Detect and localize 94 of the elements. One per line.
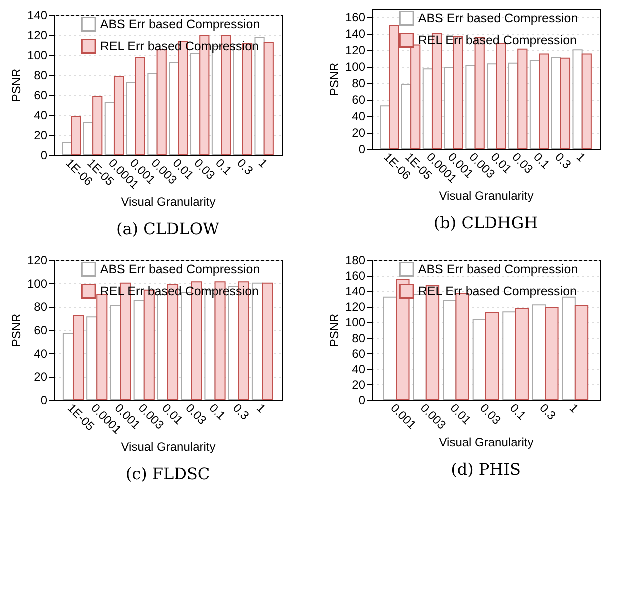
- x-axis-title: Visual Granularity: [121, 440, 216, 454]
- x-tick-label: 0.3: [537, 401, 560, 424]
- legend-label: REL Err based Compression: [418, 284, 578, 298]
- y-tick-label: 60: [352, 93, 366, 108]
- y-tick-label: 60: [34, 88, 48, 102]
- bar: [156, 50, 167, 156]
- y-tick-label: 0: [40, 148, 48, 162]
- y-tick-label: 140: [345, 27, 366, 42]
- bar: [562, 296, 576, 400]
- bar: [72, 316, 84, 400]
- bar: [502, 312, 516, 400]
- bar: [71, 116, 82, 156]
- y-tick-label: 20: [34, 128, 48, 142]
- y-tick-label: 20: [34, 370, 48, 384]
- bar: [380, 106, 390, 150]
- bar: [148, 74, 158, 156]
- bar: [539, 54, 550, 150]
- bar: [157, 294, 168, 400]
- y-tick-label: 160: [345, 269, 366, 284]
- bar: [134, 300, 145, 400]
- y-tick-label: 140: [27, 8, 48, 22]
- y-tick-label: 160: [345, 10, 366, 25]
- bar: [92, 96, 103, 156]
- x-axis-title: Visual Granularity: [121, 195, 216, 210]
- bar: [62, 333, 74, 400]
- bar: [518, 48, 528, 150]
- x-axis-title: Visual Granularity: [439, 189, 534, 204]
- x-tick-label: 0.1: [507, 401, 530, 424]
- legend-label: ABS Err based Compression: [418, 262, 578, 276]
- legend-label: ABS Err based Compression: [100, 262, 260, 276]
- bar: [466, 65, 476, 150]
- y-tick-label: 80: [352, 76, 366, 91]
- y-tick-label: 60: [352, 346, 366, 361]
- x-tick-label: 0.3: [230, 401, 252, 424]
- text: (b) CLDHGH: [434, 214, 538, 233]
- x-axis-title: Visual Granularity: [439, 436, 534, 450]
- text: (d) PHIS: [451, 460, 521, 480]
- y-tick-label: 20: [352, 126, 366, 140]
- text: (a) CLDLOW: [116, 220, 220, 239]
- y-axis-title: PSNR: [327, 314, 342, 348]
- y-tick-label: 0: [358, 142, 366, 156]
- y-tick-label: 120: [345, 300, 366, 314]
- y-tick-label: 180: [345, 254, 366, 268]
- bar: [264, 42, 274, 156]
- bar: [472, 319, 486, 400]
- x-tick-label: 1: [566, 401, 582, 416]
- bar: [545, 306, 559, 400]
- bar: [486, 312, 500, 400]
- y-tick-label: 40: [34, 346, 48, 361]
- y-tick-label: 20: [352, 378, 366, 392]
- y-axis-title: PSNR: [327, 62, 342, 96]
- x-tick-label: 1: [254, 401, 269, 416]
- x-tick-label: 0.03: [478, 401, 504, 428]
- x-tick-label: 1: [574, 150, 589, 165]
- x-tick-label: 1: [256, 156, 271, 171]
- x-tick-label: 0.3: [552, 150, 574, 172]
- y-tick-label: 40: [34, 108, 48, 122]
- y-tick-label: 40: [352, 362, 366, 376]
- x-tick-label: 0.3: [234, 156, 256, 178]
- y-tick-label: 80: [352, 331, 366, 346]
- bar: [114, 76, 124, 156]
- bar: [443, 300, 457, 400]
- bar: [574, 305, 589, 400]
- y-tick-label: 0: [40, 394, 48, 408]
- y-axis-title: PSNR: [9, 68, 24, 102]
- bar: [383, 296, 398, 400]
- bar: [262, 282, 274, 400]
- bar: [572, 50, 583, 150]
- y-tick-label: 100: [27, 276, 48, 291]
- y-axis-title: PSNR: [9, 314, 24, 348]
- bar: [62, 142, 72, 156]
- legend-label: ABS Err based Compression: [418, 12, 578, 26]
- bar: [515, 308, 529, 400]
- y-tick-label: 80: [34, 300, 48, 314]
- bar: [582, 54, 592, 150]
- y-tick-label: 60: [34, 324, 48, 338]
- bar: [413, 294, 427, 400]
- y-tick-label: 100: [345, 60, 366, 74]
- y-tick-label: 80: [34, 68, 48, 82]
- y-tick-label: 0: [358, 394, 366, 408]
- legend-label: ABS Err based Compression: [100, 18, 260, 32]
- bar: [560, 58, 571, 150]
- bar: [135, 58, 146, 156]
- y-tick-label: 120: [27, 254, 48, 268]
- y-tick-label: 100: [345, 316, 366, 330]
- bar: [110, 305, 122, 400]
- y-tick-label: 120: [27, 28, 48, 42]
- y-tick-label: 120: [345, 44, 366, 58]
- y-tick-label: 140: [345, 284, 366, 299]
- text: (c) FLDSC: [126, 464, 210, 484]
- y-tick-label: 40: [352, 110, 366, 124]
- y-tick-label: 100: [27, 48, 48, 62]
- bar: [532, 304, 546, 400]
- bar: [86, 316, 98, 400]
